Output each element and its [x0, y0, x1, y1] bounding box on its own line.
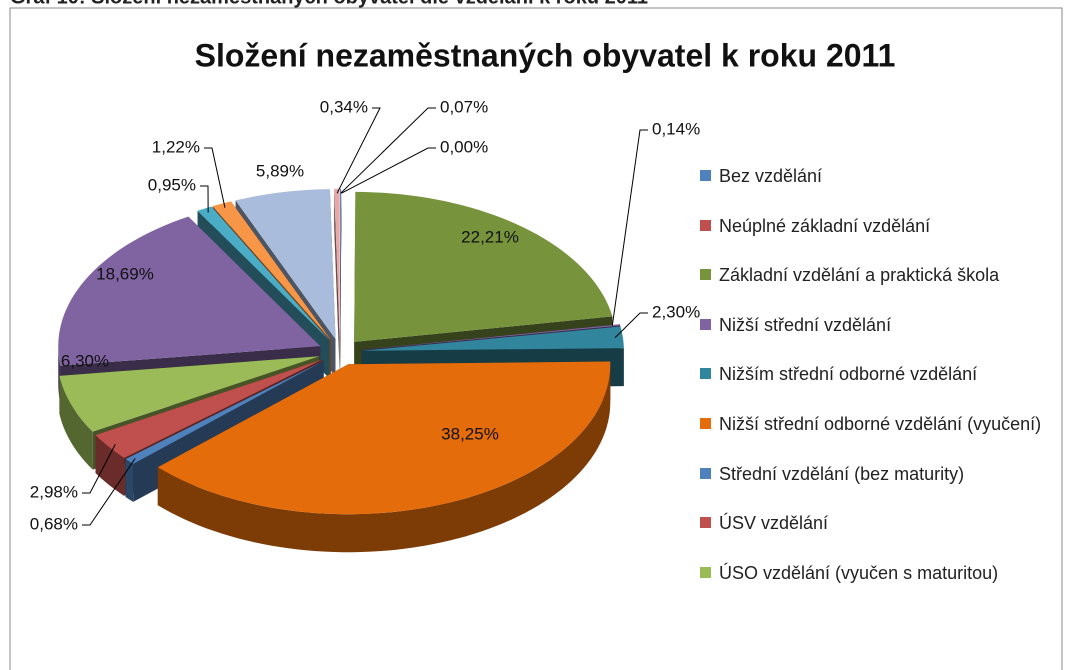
legend-swatch	[700, 219, 711, 231]
legend-swatch	[700, 517, 711, 529]
legend-swatch	[700, 318, 711, 330]
slice	[334, 188, 340, 339]
leader-line	[611, 129, 648, 326]
slice-wall	[59, 375, 93, 470]
data-label: 1,22%	[152, 137, 200, 156]
slice	[125, 360, 324, 464]
leader-line	[204, 147, 226, 208]
slice-side	[95, 359, 323, 474]
leader-line	[82, 444, 116, 494]
caption: Graf 10: Složení nezaměstnaných obyvatel…	[10, 0, 648, 8]
data-label: 5,89%	[256, 161, 304, 180]
legend-item: ÚSO vzdělání (vyučen s maturitou)	[700, 561, 1045, 585]
leader-line	[614, 312, 648, 339]
slice-side	[334, 188, 340, 377]
data-label: 0,14%	[652, 119, 700, 138]
data-label: 38,25%	[441, 424, 499, 443]
leader-line	[340, 147, 436, 194]
leader-line	[336, 107, 381, 194]
data-label: 0,34%	[320, 97, 368, 116]
slice-side	[340, 188, 342, 377]
legend-label: Nižší střední vzdělání	[719, 314, 892, 335]
legend-item: Základní vzdělání a praktická škola	[700, 263, 1045, 287]
data-label: 0,07%	[440, 97, 488, 116]
data-label: 22,21%	[461, 227, 519, 246]
leader-line	[82, 458, 136, 526]
slice	[58, 216, 321, 366]
slice	[340, 188, 342, 339]
legend-item: Nižší střední vzdělání	[700, 313, 1045, 337]
data-label: 0,95%	[148, 175, 196, 194]
data-label: 2,30%	[652, 302, 700, 321]
chart-title: Složení nezaměstnaných obyvatel k roku 2…	[195, 37, 896, 73]
legend-swatch	[700, 467, 711, 479]
legend-item: Bez vzdělání	[700, 164, 1045, 188]
legend-item: Neúplné základní vzdělání	[700, 214, 1045, 238]
legend-swatch	[700, 566, 711, 578]
legend-label: ÚSO vzdělání (vyučen s maturitou)	[719, 562, 999, 583]
legend-label: Střední vzdělání (bez maturity)	[719, 463, 965, 484]
legend-label: Bez vzdělání	[719, 166, 823, 186]
legend-swatch	[700, 418, 711, 429]
slice	[59, 356, 320, 432]
slice	[157, 361, 611, 515]
data-label: 0,00%	[440, 137, 488, 156]
slice	[361, 324, 621, 350]
slice	[197, 206, 330, 341]
slice-wall	[157, 364, 611, 553]
slice-wall	[125, 459, 134, 502]
slice	[340, 188, 342, 339]
legend-swatch	[700, 269, 711, 281]
legend-swatch	[700, 170, 711, 181]
legend-item: Nižším střední odborné vzdělání	[700, 362, 1045, 386]
slice-wall	[95, 435, 125, 496]
data-label: 0,68%	[30, 514, 78, 533]
slice	[95, 359, 323, 458]
slice	[212, 201, 331, 340]
legend-label: Nižší střední odborné vzdělání (vyučení)	[719, 414, 1042, 434]
slice	[361, 326, 624, 351]
legend-label: Nižším střední odborné vzdělání	[719, 364, 978, 385]
legend-item: Střední vzdělání (bez maturity)	[700, 462, 1045, 486]
data-label: 6,30%	[61, 351, 109, 370]
data-label: 2,98%	[30, 482, 78, 501]
legend-label: Neúplné základní vzdělání	[719, 215, 931, 236]
legend-label: Základní vzdělání a praktická škola	[719, 265, 1000, 286]
leader-line	[340, 107, 436, 194]
slice	[354, 191, 613, 342]
legend-label: ÚSV vzdělání	[719, 513, 829, 534]
legend-item: ÚSV vzdělání	[700, 511, 1045, 535]
legend-swatch	[700, 368, 711, 380]
slice	[235, 189, 336, 340]
leader-line	[200, 185, 209, 213]
legend-item: Nižší střední odborné vzdělání (vyučení)	[700, 412, 1045, 436]
data-label: 18,69%	[96, 264, 154, 283]
